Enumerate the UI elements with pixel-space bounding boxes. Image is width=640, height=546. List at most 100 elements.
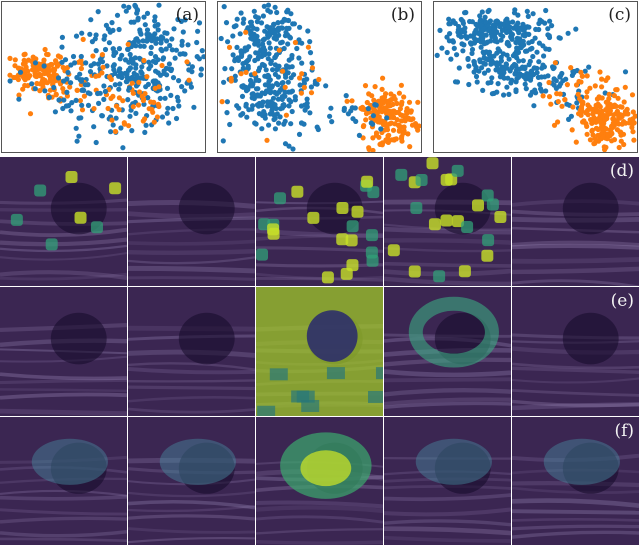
- blue-point: [56, 97, 62, 103]
- blue-point: [83, 60, 89, 66]
- blue-point: [448, 56, 454, 62]
- blue-point: [59, 34, 65, 41]
- orange-point: [373, 130, 380, 136]
- blue-point: [497, 69, 503, 75]
- panel-label-c: (c): [608, 5, 631, 25]
- orange-point: [587, 106, 593, 112]
- blue-point: [256, 42, 262, 48]
- row-label-e: (e): [610, 291, 634, 311]
- orange-point: [283, 112, 289, 118]
- blue-point: [73, 97, 79, 103]
- blue-point: [169, 47, 175, 53]
- orange-point: [408, 109, 414, 115]
- orange-point: [7, 72, 13, 78]
- orange-point: [109, 117, 115, 123]
- blue-point: [466, 81, 472, 88]
- orange-point: [81, 93, 87, 99]
- orange-point: [562, 97, 568, 103]
- orange-point: [7, 55, 13, 62]
- blue-point: [101, 36, 107, 42]
- blue-point: [167, 42, 173, 49]
- blue-point: [229, 66, 235, 72]
- orange-point: [383, 91, 389, 97]
- blue-point: [157, 95, 163, 101]
- orange-point: [607, 108, 613, 114]
- blue-point: [302, 102, 308, 108]
- blue-point: [513, 88, 519, 95]
- blue-point: [532, 35, 538, 41]
- orange-point: [568, 65, 574, 71]
- blue-point: [76, 115, 82, 121]
- blue-point: [113, 115, 119, 121]
- blue-point: [132, 55, 138, 61]
- orange-point: [613, 111, 619, 117]
- blue-point: [102, 88, 108, 95]
- blue-point: [110, 122, 116, 128]
- orange-point: [130, 104, 136, 110]
- blue-point: [551, 82, 557, 88]
- blue-point: [126, 4, 132, 10]
- orange-point: [404, 106, 410, 112]
- blue-point: [87, 31, 93, 37]
- blue-point: [496, 61, 502, 67]
- blue-point: [170, 105, 176, 112]
- blue-point: [245, 25, 251, 31]
- blue-point: [51, 84, 57, 91]
- orange-point: [616, 121, 622, 127]
- blue-point: [529, 45, 535, 51]
- orange-point: [20, 86, 26, 92]
- orange-point: [584, 94, 590, 100]
- blue-point: [279, 39, 285, 45]
- orange-point: [606, 91, 612, 97]
- attention-map-grid: (d) (e) (f): [0, 157, 640, 546]
- blue-point: [123, 79, 129, 85]
- blue-point: [328, 105, 334, 111]
- orange-point: [616, 144, 622, 151]
- blue-point: [524, 48, 530, 54]
- blue-point: [439, 45, 445, 51]
- blue-point: [242, 45, 248, 51]
- blue-point: [161, 68, 167, 74]
- blue-point: [180, 29, 186, 35]
- orange-point: [580, 119, 586, 125]
- orange-point: [121, 121, 128, 127]
- blue-point: [308, 84, 314, 90]
- orange-point: [578, 79, 584, 85]
- blue-point: [175, 98, 181, 104]
- blue-point: [247, 83, 253, 89]
- orange-point: [359, 104, 366, 110]
- blue-point: [78, 53, 84, 60]
- blue-point: [533, 90, 539, 96]
- blue-point: [537, 17, 543, 23]
- orange-point: [219, 99, 225, 105]
- blue-point: [352, 105, 358, 111]
- blue-point: [239, 51, 245, 58]
- blue-point: [125, 97, 131, 103]
- blue-point: [173, 115, 180, 122]
- orange-point: [606, 104, 612, 110]
- blue-point: [434, 52, 440, 59]
- blue-point: [504, 52, 510, 58]
- orange-point: [599, 84, 605, 90]
- orange-point: [611, 137, 618, 143]
- orange-point: [156, 84, 162, 90]
- orange-point: [604, 136, 610, 142]
- orange-point: [415, 99, 421, 105]
- blue-point: [132, 2, 138, 8]
- blue-point: [265, 2, 272, 8]
- blue-point: [538, 74, 545, 80]
- blue-point: [452, 20, 458, 26]
- blue-point: [141, 43, 147, 49]
- orange-point: [370, 147, 376, 152]
- orange-point: [618, 138, 624, 144]
- blue-point: [134, 10, 140, 16]
- blue-point: [516, 30, 522, 36]
- blue-point: [284, 25, 290, 31]
- blue-point: [549, 23, 555, 29]
- blue-point: [521, 74, 527, 80]
- blue-point: [288, 121, 294, 127]
- blue-point: [145, 81, 151, 87]
- blue-point: [456, 65, 462, 71]
- blue-point: [274, 9, 280, 16]
- blue-point: [285, 79, 291, 85]
